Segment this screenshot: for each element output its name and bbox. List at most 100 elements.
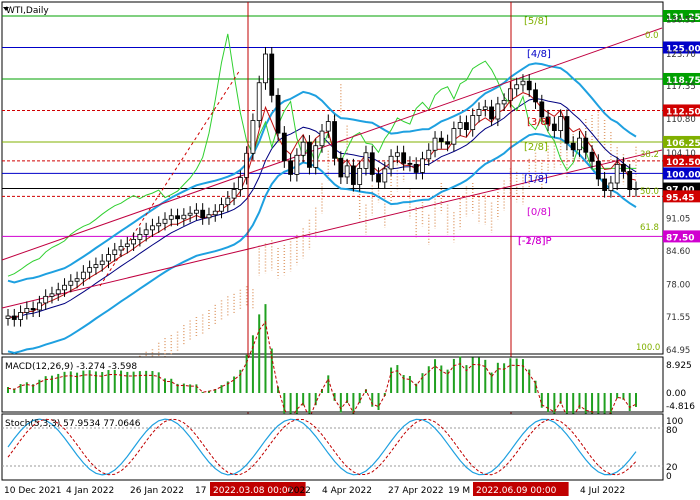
candle [445, 134, 451, 152]
candle [24, 301, 30, 320]
candle [564, 109, 570, 151]
candle [482, 99, 488, 117]
level-tag-2 [663, 72, 700, 85]
candle [288, 153, 294, 182]
candle [514, 77, 520, 96]
channel-line-1 [1, 149, 663, 309]
level-tag-label-4: 106.25 [666, 139, 700, 149]
symbol-label: WTI,Daily [6, 6, 49, 16]
stoch-tick-20: 20 [666, 463, 678, 473]
candle [357, 161, 363, 192]
murrey-label-2: [3/8] [527, 117, 551, 128]
candle [124, 236, 130, 254]
candle [627, 164, 633, 197]
candle [200, 203, 206, 225]
candle [319, 124, 325, 153]
price-tick-low-3: 64.95 [666, 346, 690, 356]
candle [533, 82, 538, 109]
candle [438, 131, 444, 149]
price-axis[interactable]: 131.25 125.00 118.75 112.50 106.25 102.50 100.… [663, 10, 700, 356]
stochastic-pane[interactable]: Stoch(5,3,3) 57.9534 77.0646 100 80 20 0 [1, 413, 683, 482]
candle [369, 145, 375, 182]
level-tag-label-0: 131.25 [666, 13, 700, 23]
candle [507, 81, 513, 108]
price-tick-4: 104.10 [666, 149, 696, 159]
level-tag-label-9: 87.50 [666, 233, 694, 243]
candle [457, 115, 463, 136]
date-label-3: 17 [195, 486, 206, 496]
candle [68, 274, 74, 293]
murrey-labels: [5/8] [4/8] [3/8] [2/8] [1/8] [0/8] [-1/8]P[-2… [518, 16, 552, 247]
candle [394, 145, 400, 164]
candle [206, 207, 212, 225]
candle [388, 149, 394, 176]
level-tag-label-1: 125.00 [666, 44, 700, 54]
candle [93, 257, 99, 275]
price-pane-frame [1, 1, 664, 355]
candle [338, 151, 344, 185]
candle [219, 197, 224, 219]
candle [350, 158, 356, 192]
stoch-tick-80: 80 [666, 426, 678, 436]
fib-label-0: 0.0 [645, 31, 659, 41]
fib-label-3: 61.8 [640, 223, 659, 233]
candle [256, 75, 262, 128]
candle [489, 99, 494, 127]
murrey-label-4: [1/8] [524, 174, 548, 185]
candle [269, 46, 275, 103]
candle [225, 191, 231, 212]
candle [589, 145, 595, 169]
date-label-0: 10 Dec 2021 [4, 486, 62, 496]
bollinger-lower [7, 132, 637, 355]
candle [432, 131, 438, 158]
candle [325, 114, 331, 139]
candle [520, 74, 526, 92]
candle [476, 102, 482, 123]
candle [313, 138, 319, 175]
candle [175, 208, 180, 226]
candle [602, 171, 607, 198]
stoch-tick-0: 0 [666, 472, 672, 482]
candle [539, 94, 545, 125]
candle [420, 151, 425, 180]
candle [168, 208, 174, 227]
price-pane[interactable]: [5/8] [4/8] [3/8] [2/8] [1/8] [0/8] [-1/8]P[-2… [1, 1, 664, 411]
symbol-dropdown-icon[interactable] [3, 7, 9, 11]
candle [231, 182, 237, 206]
stoch-main-line [7, 418, 637, 476]
candle [294, 148, 300, 182]
candle [363, 145, 369, 176]
candle [87, 260, 93, 280]
level-tag-4 [663, 135, 700, 148]
candle [55, 282, 61, 301]
candle [187, 206, 193, 223]
candle [401, 145, 407, 171]
price-tick-low-2: 71.55 [666, 313, 690, 323]
macd-pane-frame [1, 356, 664, 413]
date-label-9: 2022.06.09 00:00 [476, 486, 557, 496]
date-axis[interactable]: 10 Dec 2021 4 Jan 2022 26 Jan 2022 17 2022.0… [4, 482, 625, 496]
candle [614, 157, 620, 191]
bollinger-bands [7, 33, 637, 355]
level-tag-9 [663, 230, 700, 243]
candle [495, 96, 501, 127]
candle [407, 156, 413, 172]
murrey-label-0: [5/8] [524, 16, 548, 27]
date-tag-9 [473, 482, 569, 496]
macd-pane[interactable]: MACD(12,26,9) -3.274 -3.598 8.925 0.00 -… [1, 304, 695, 429]
candle [106, 247, 111, 269]
level-tag-6 [663, 167, 700, 180]
candle [150, 218, 155, 237]
murrey-label-1: [4/8] [527, 49, 551, 60]
murrey-label-6: [-1/8]P [518, 236, 552, 247]
channel-line-0 [1, 27, 663, 261]
candle [376, 167, 381, 190]
candle [577, 131, 582, 157]
macd-label: MACD(12,26,9) -3.274 -3.598 [5, 362, 137, 372]
candle [633, 181, 639, 197]
candle [501, 93, 507, 111]
price-tick-low-0: 84.60 [666, 247, 690, 257]
candle [99, 254, 105, 272]
candle [451, 121, 457, 152]
